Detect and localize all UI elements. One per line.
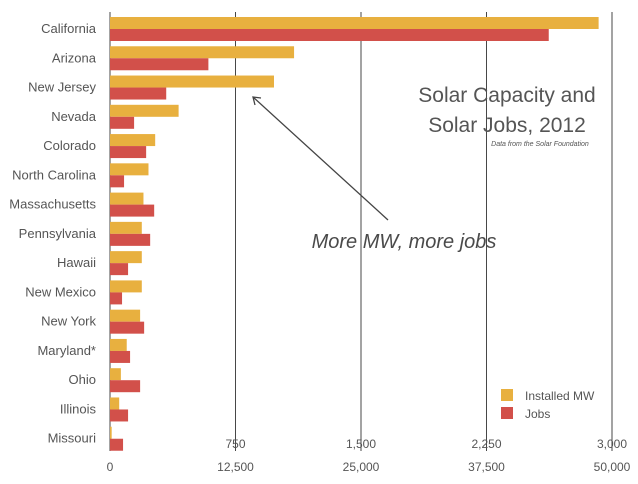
bar-installed-mw-new-york [110, 309, 141, 322]
bar-installed-mw-new-mexico [110, 280, 142, 293]
bar-installed-mw-massachusetts [110, 192, 144, 205]
legend: Installed MW Jobs [501, 389, 595, 421]
category-label-new-mexico: New Mexico [25, 284, 96, 299]
mw-tick-label: 1,500 [346, 437, 376, 451]
legend-label-jobs: Jobs [525, 407, 550, 421]
category-label-california: California [41, 21, 97, 36]
mw-tick-label: 3,000 [597, 437, 627, 451]
category-label-pennsylvania: Pennsylvania [19, 226, 97, 241]
bar-jobs-hawaii [110, 263, 129, 276]
category-label-hawaii: Hawaii [57, 255, 96, 270]
bar-jobs-new-york [110, 321, 145, 334]
jobs-tick-label: 50,000 [594, 460, 631, 474]
category-label-ohio: Ohio [69, 372, 96, 387]
category-label-massachusetts: Massachusetts [9, 197, 96, 212]
category-label-new-jersey: New Jersey [28, 80, 96, 95]
category-label-colorado: Colorado [43, 138, 96, 153]
mw-tick-label: 2,250 [471, 437, 501, 451]
bar-installed-mw-maryland [110, 338, 127, 351]
chart-title-line1: Solar Capacity and [418, 84, 595, 107]
annotation-arrow-line [252, 96, 389, 221]
bar-jobs-massachusetts [110, 204, 155, 217]
category-label-missouri: Missouri [48, 431, 97, 446]
mw-tick-label: 750 [225, 437, 245, 451]
legend-label-installed-mw: Installed MW [525, 389, 595, 403]
bar-installed-mw-colorado [110, 134, 156, 147]
bar-installed-mw-pennsylvania [110, 221, 142, 234]
annotation-arrow-head [252, 96, 262, 106]
bar-jobs-arizona [110, 58, 209, 71]
category-label-maryland: Maryland* [37, 343, 96, 358]
bar-jobs-colorado [110, 146, 147, 159]
category-labels: California Arizona New Jersey Nevada Colorad… [9, 21, 96, 446]
legend-swatch-jobs [501, 407, 513, 419]
bar-jobs-new-mexico [110, 292, 123, 305]
bar-installed-mw-illinois [110, 397, 120, 410]
jobs-tick-label: 37,500 [468, 460, 505, 474]
bar-jobs-maryland [110, 350, 131, 363]
category-label-nevada: Nevada [51, 109, 97, 124]
bar-installed-mw-california [110, 17, 599, 29]
bar-jobs-ohio [110, 380, 141, 393]
bar-installed-mw-hawaii [110, 251, 142, 264]
bar-jobs-illinois [110, 409, 129, 422]
jobs-tick-label: 12,500 [217, 460, 254, 474]
bar-installed-mw-nevada [110, 104, 179, 117]
category-label-new-york: New York [41, 314, 96, 329]
annotation-text: More MW, more jobs [312, 231, 497, 253]
category-label-illinois: Illinois [60, 401, 97, 416]
bar-installed-mw-arizona [110, 46, 295, 59]
bar-jobs-new-jersey [110, 87, 167, 100]
bar-jobs-nevada [110, 116, 135, 129]
category-label-arizona: Arizona [52, 50, 97, 65]
bar-jobs-missouri [110, 438, 124, 451]
chart-title-line2: Solar Jobs, 2012 [428, 114, 586, 137]
bar-installed-mw-missouri [110, 426, 112, 439]
legend-swatch-installed-mw [501, 389, 513, 401]
bars [110, 17, 599, 451]
bar-jobs-california [110, 29, 549, 41]
bar-installed-mw-new-jersey [110, 75, 274, 88]
bar-jobs-north-carolina [110, 175, 125, 188]
category-label-north-carolina: North Carolina [12, 167, 97, 182]
bar-jobs-pennsylvania [110, 233, 151, 246]
bar-installed-mw-north-carolina [110, 163, 149, 176]
jobs-tick-label: 0 [107, 460, 114, 474]
bar-installed-mw-ohio [110, 368, 121, 381]
chart-subtitle: Data from the Solar Foundation [491, 141, 589, 148]
tick-labels: 750 1,500 2,250 3,000 0 12,500 25,000 37,500 50,… [107, 437, 631, 474]
jobs-tick-label: 25,000 [343, 460, 380, 474]
